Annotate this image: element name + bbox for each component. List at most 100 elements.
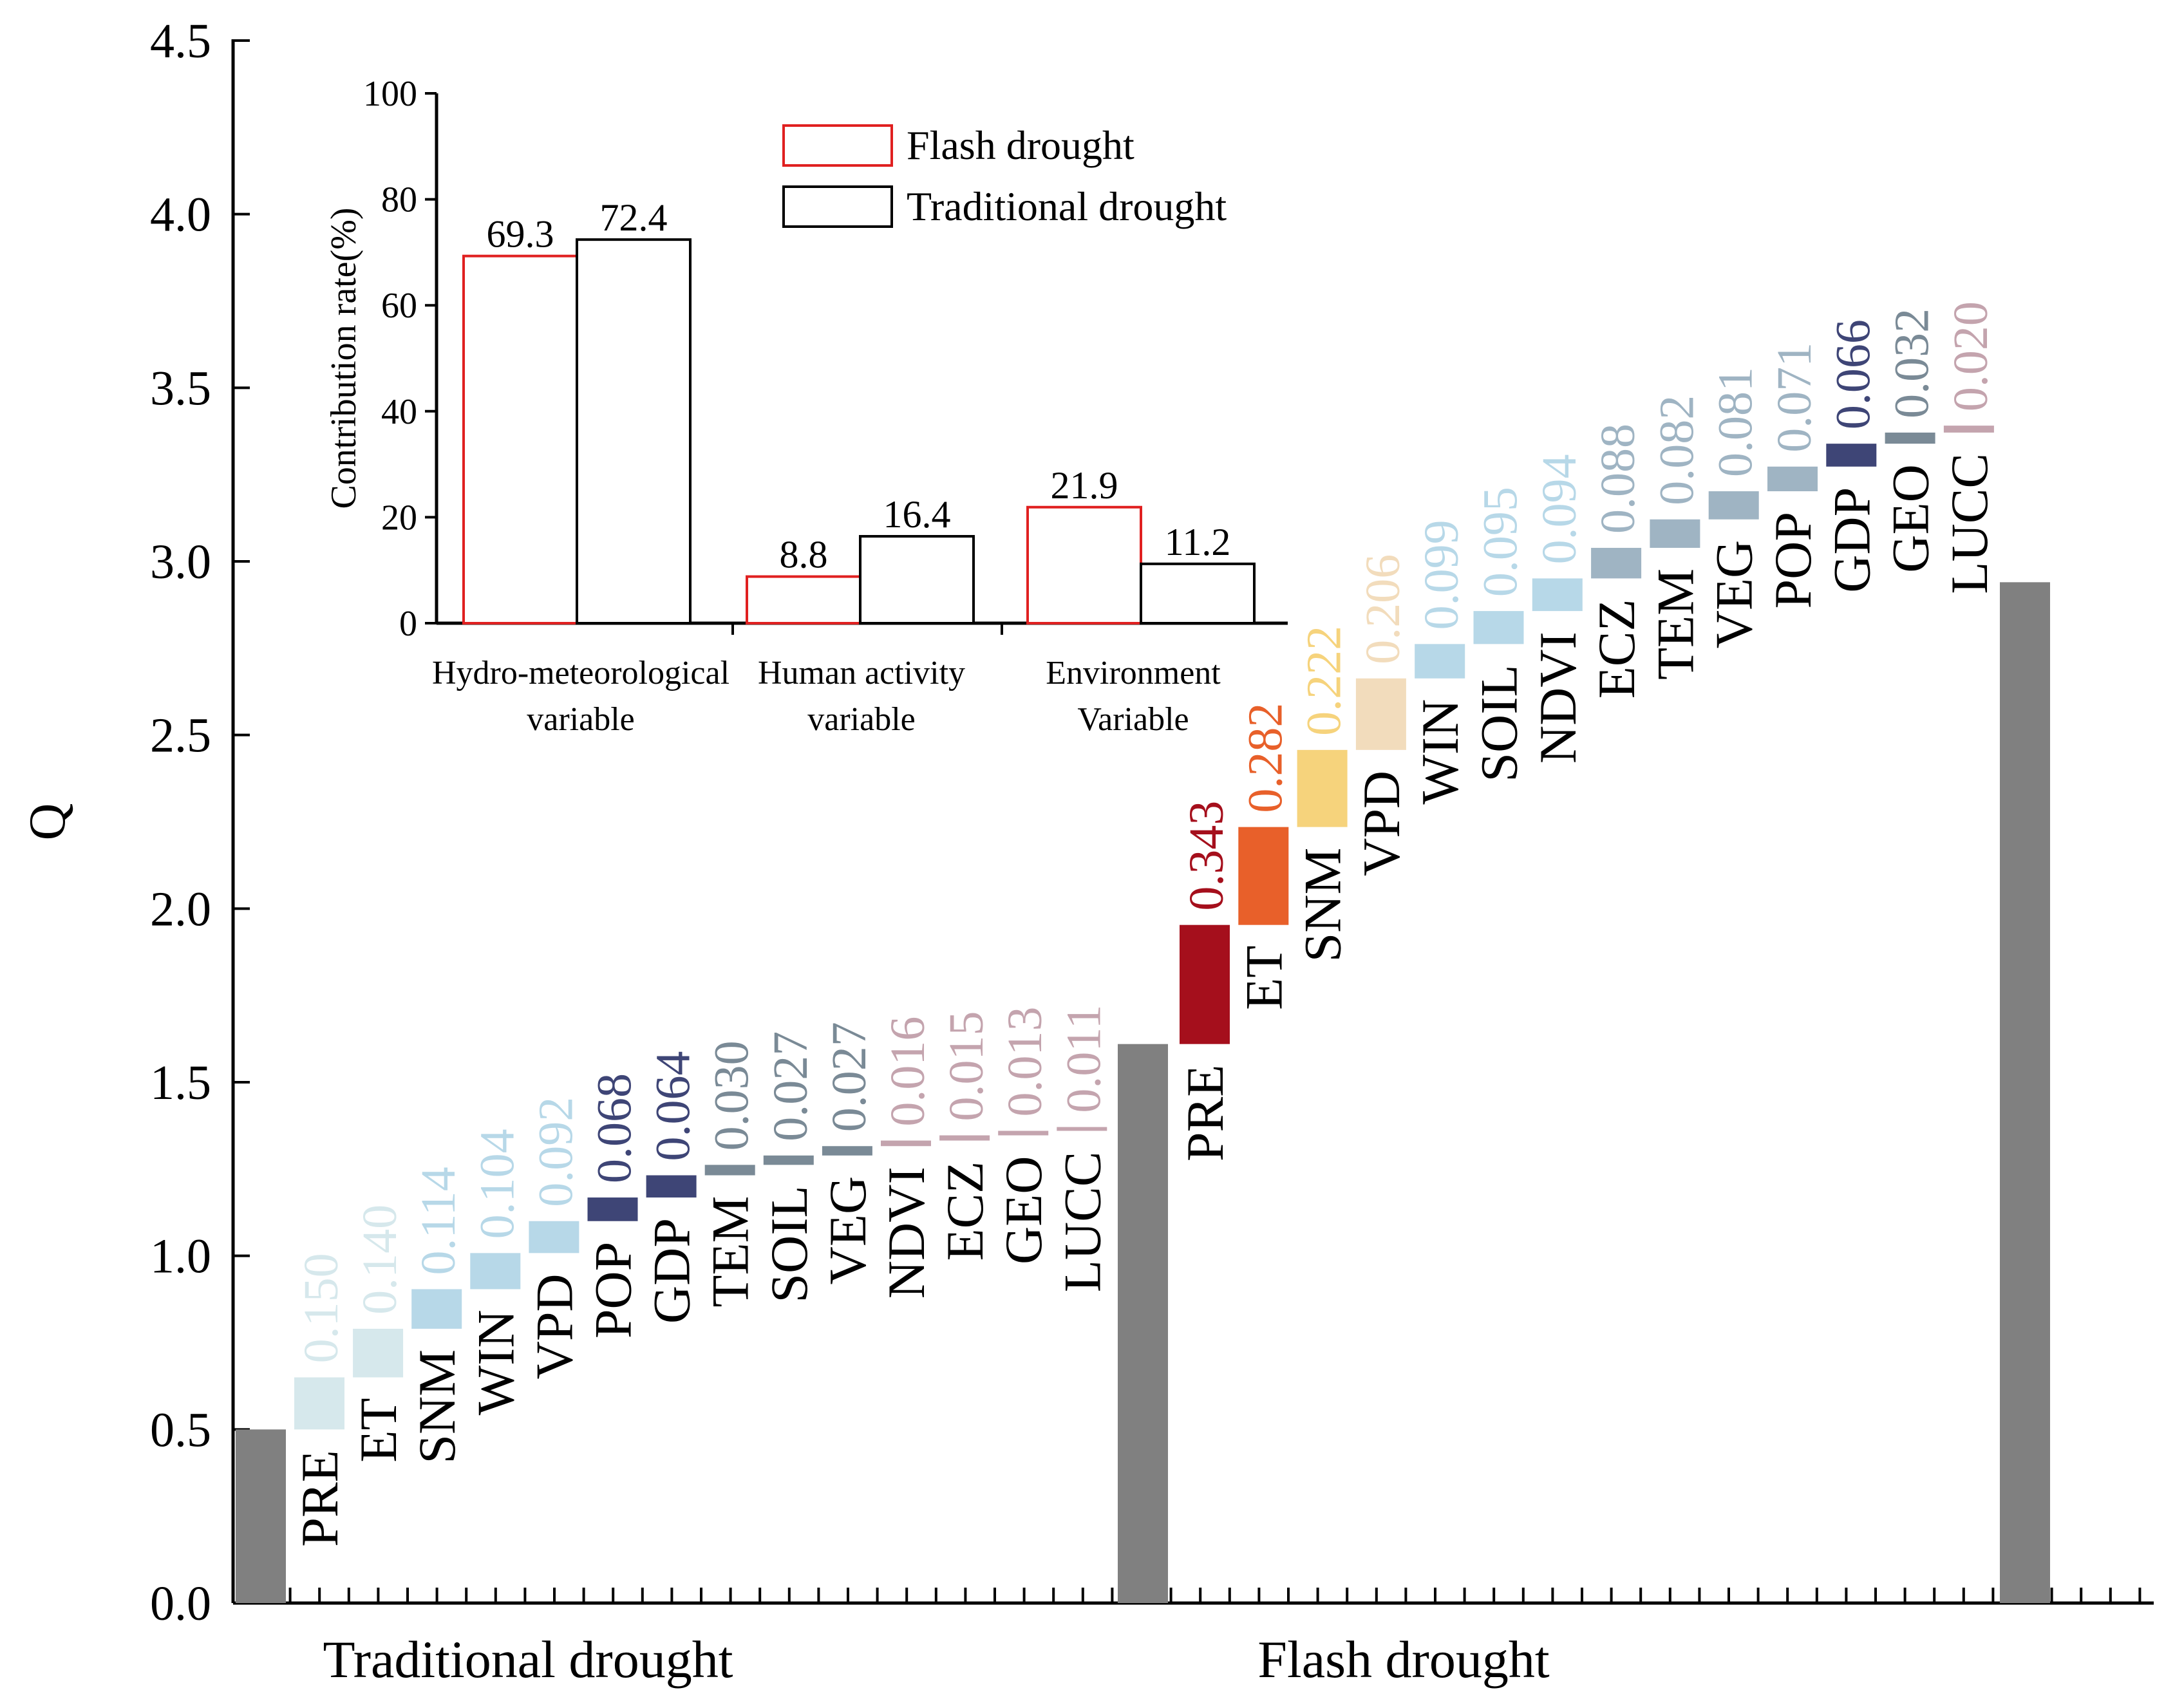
contribution-bar — [1415, 644, 1465, 679]
y-tick-label: 4.5 — [150, 14, 211, 68]
contribution-bar — [881, 1140, 931, 1147]
value-label: 0.095 — [1474, 487, 1528, 597]
inset-bar-label: 69.3 — [487, 213, 554, 256]
group-label: Flash drought — [1257, 1630, 1550, 1689]
variable-label: GDP — [643, 1218, 701, 1324]
inset-bar-label: 72.4 — [600, 196, 668, 239]
main-bars: PRE0.150ET0.140SNM0.114WIN0.104VPD0.092P… — [236, 301, 2050, 1603]
contribution-bar — [1180, 924, 1230, 1044]
inset-bar — [462, 254, 578, 624]
value-label: 0.081 — [1709, 367, 1763, 477]
y-axis-title: Q — [19, 803, 76, 841]
contribution-bar — [1943, 426, 1994, 433]
variable-label: VPD — [525, 1273, 583, 1379]
variable-label: POP — [584, 1242, 643, 1338]
variable-label: GEO — [1881, 464, 1940, 573]
inset-bar — [576, 238, 692, 624]
inset-y-tick-label: 40 — [381, 392, 417, 432]
y-tick-label: 0.5 — [150, 1403, 211, 1457]
contribution-bar — [704, 1165, 755, 1176]
contribution-bar — [939, 1135, 990, 1141]
inset-category-label-line: Hydro-meteorological — [432, 655, 730, 691]
inset-y-tick-label: 100 — [363, 74, 417, 114]
legend-label: Traditional drought — [907, 183, 1227, 229]
inset-category-label: Hydro-meteorological variable — [432, 655, 730, 738]
inset-y-axis-title: Contribution rate(%) — [324, 207, 364, 509]
variable-label: WIN — [466, 1309, 525, 1415]
value-label: 0.088 — [1591, 424, 1645, 534]
inset-y-tick-label: 80 — [381, 180, 417, 220]
value-label: 0.064 — [646, 1051, 701, 1161]
variable-label: VEG — [1705, 540, 1764, 649]
contribution-bar — [1826, 444, 1877, 467]
inset-bar-label: 16.4 — [883, 493, 951, 536]
value-label: 0.222 — [1297, 626, 1351, 736]
group-label: Traditional drought — [323, 1630, 733, 1689]
variable-label: GEO — [994, 1156, 1053, 1265]
inset-category-label-line: variable — [527, 701, 634, 738]
variable-label: ECZ — [1587, 599, 1646, 699]
contribution-bar — [1297, 749, 1348, 827]
inset-category-label-line: variable — [807, 701, 915, 738]
contribution-bar — [822, 1146, 872, 1156]
value-label: 0.099 — [1415, 520, 1469, 630]
value-label: 0.082 — [1650, 395, 1704, 505]
inset-bar-label: 11.2 — [1165, 521, 1231, 563]
value-label: 0.092 — [529, 1097, 583, 1207]
total-bar — [1118, 1044, 1168, 1603]
contribution-bar — [529, 1221, 579, 1253]
contribution-bar — [1767, 466, 1818, 492]
contribution-bar — [646, 1175, 697, 1198]
value-label: 0.066 — [1826, 319, 1880, 429]
contribution-bar — [294, 1377, 344, 1430]
value-label: 0.013 — [998, 1007, 1052, 1117]
value-label: 0.114 — [411, 1167, 466, 1275]
variable-label: SOIL — [1470, 664, 1529, 782]
variable-label: LUCC — [1940, 453, 1999, 594]
value-label: 0.015 — [939, 1011, 993, 1121]
inset-bar — [746, 575, 861, 624]
contribution-bar — [1591, 547, 1642, 579]
y-tick-label: 3.0 — [150, 535, 211, 589]
variable-label: PRE — [290, 1450, 349, 1546]
variable-label: VEG — [818, 1176, 877, 1285]
contribution-bar — [1238, 827, 1289, 925]
variable-label: TEM — [701, 1196, 760, 1308]
variable-label: SNM — [1294, 848, 1352, 962]
inset-chart: 0 20 40 60 80 100 Contribution rate(%) 69.3 72.4… — [324, 74, 1288, 738]
variable-label: ET — [349, 1398, 408, 1462]
variable-label: VPD — [1352, 771, 1411, 876]
value-label: 0.016 — [881, 1017, 935, 1127]
contribution-bar — [587, 1197, 638, 1221]
contribution-bar — [1355, 678, 1406, 750]
y-tick-label: 1.0 — [150, 1230, 211, 1284]
total-bar — [2000, 582, 2050, 1603]
legend-swatch — [782, 124, 893, 167]
inset-bar-label: 8.8 — [780, 534, 828, 576]
value-label: 0.094 — [1532, 454, 1586, 564]
contribution-bar — [411, 1289, 462, 1329]
variable-label: LUCC — [1053, 1152, 1111, 1293]
inset-y-tick-label: 60 — [381, 286, 417, 326]
contribution-bar — [1885, 432, 1935, 444]
contribution-bar — [1708, 491, 1759, 520]
contribution-bar — [998, 1131, 1049, 1136]
value-label: 0.032 — [1885, 308, 1939, 418]
value-label: 0.282 — [1238, 703, 1292, 813]
value-label: 0.027 — [822, 1022, 876, 1132]
variable-label: SNM — [408, 1349, 466, 1464]
value-label: 0.071 — [1767, 343, 1822, 453]
contribution-bar — [1532, 578, 1583, 612]
value-label: 0.104 — [470, 1129, 524, 1239]
main-axes: 0.0 0.5 1.0 1.5 2.0 2.5 3.0 3.5 4.0 4.5 Q Tradition… — [19, 14, 2154, 1689]
inset-category-label-line: Variable — [1077, 701, 1189, 738]
inset-category-label: Human activity variable — [758, 655, 965, 738]
inset-y-tick-label: 20 — [381, 498, 417, 538]
variable-label: ECZ — [936, 1161, 994, 1261]
value-label: 0.150 — [294, 1253, 348, 1363]
variable-label: SOIL — [760, 1185, 818, 1302]
variable-label: POP — [1764, 512, 1822, 608]
value-label: 0.027 — [764, 1031, 818, 1141]
variable-label: TEM — [1646, 568, 1704, 680]
contribution-bar — [1057, 1127, 1107, 1131]
